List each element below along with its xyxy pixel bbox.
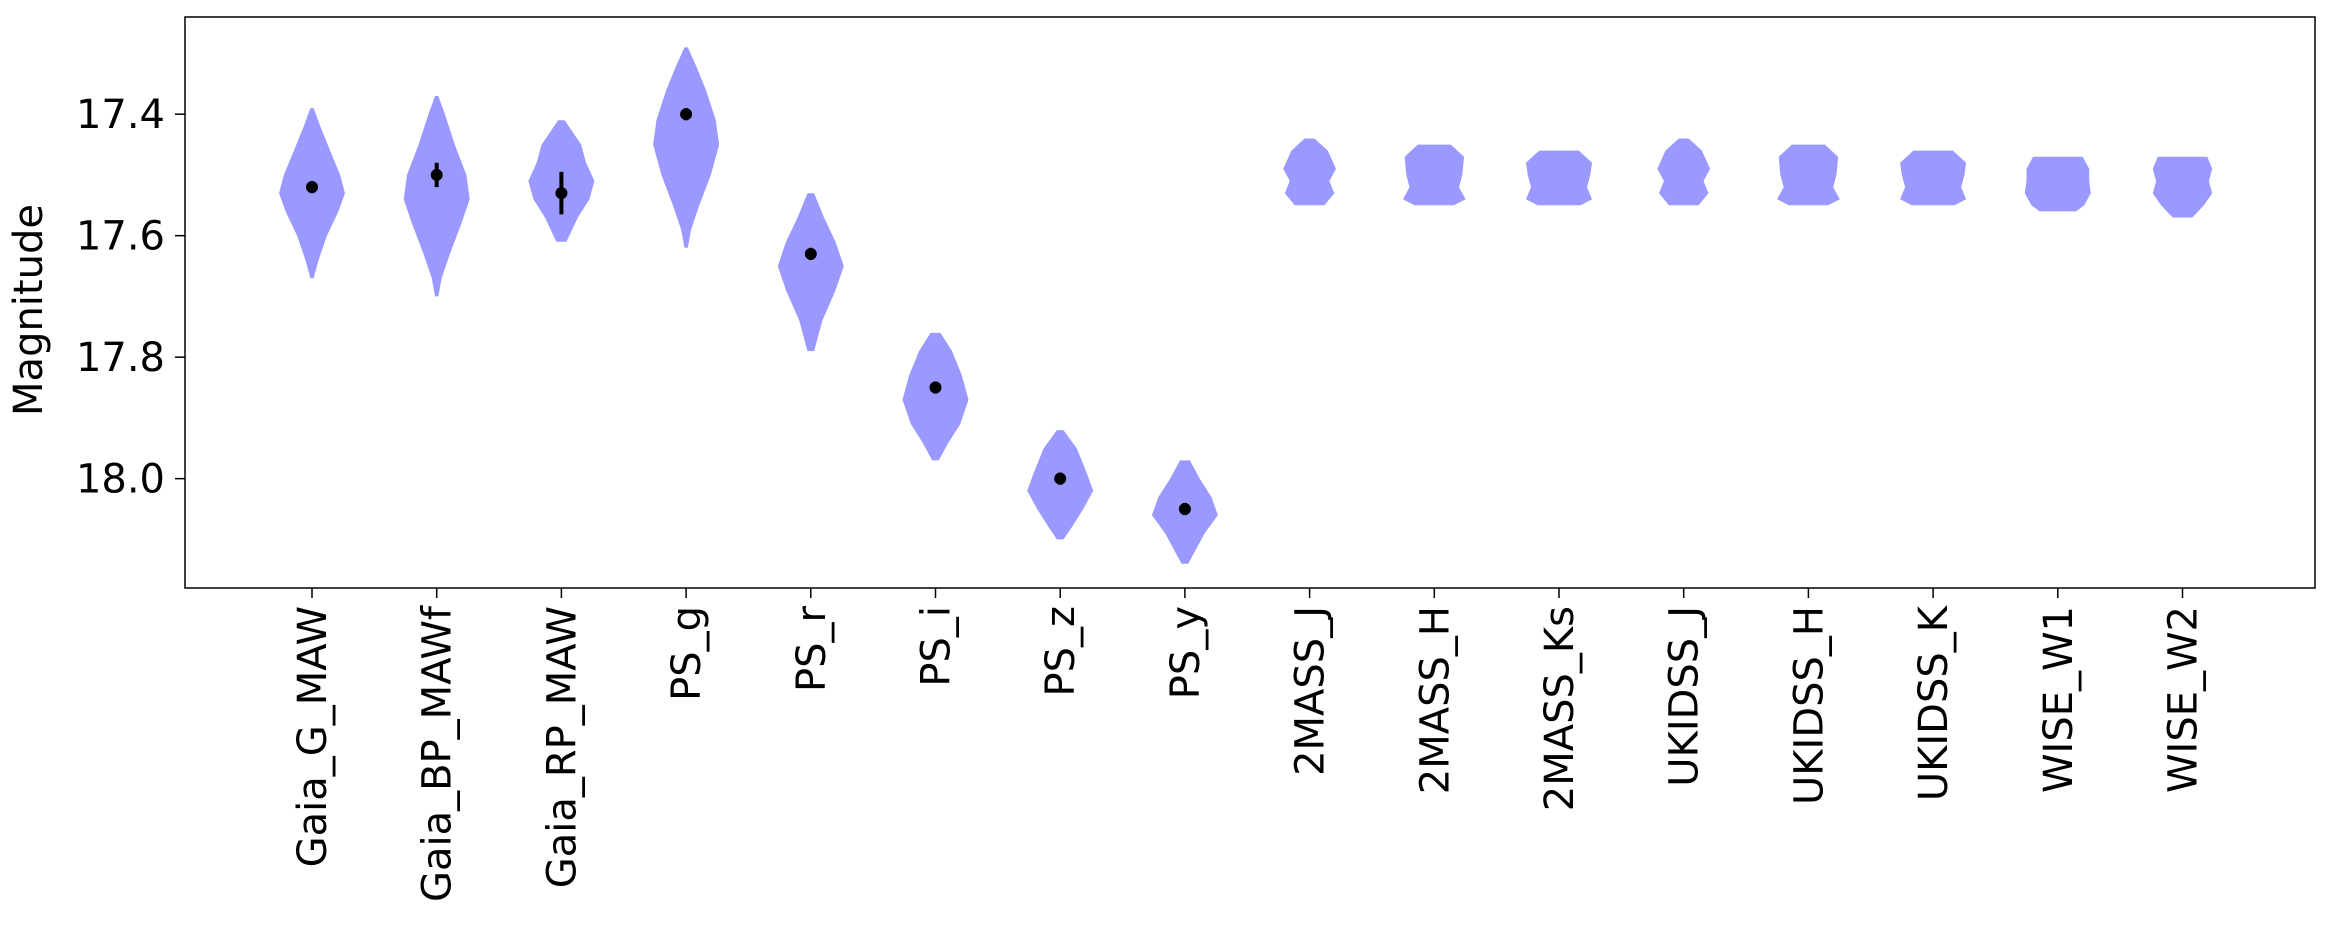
x-tick-label: 2MASS_H — [1412, 606, 1458, 794]
mean-marker-PS_r — [804, 247, 817, 260]
x-tick-label: WISE_W1 — [2036, 606, 2082, 793]
x-tick-label: UKIDSS_K — [1911, 604, 1957, 801]
mean-marker-PS_i — [929, 381, 942, 394]
y-axis-label: Magnitude — [6, 204, 52, 416]
x-axis: Gaia_G_MAW Gaia_BP_MAWf Gaia_RP_MAW PS_g PS_… — [290, 588, 2207, 902]
violin-group — [279, 47, 2213, 564]
x-tick-label: Gaia_RP_MAW — [539, 606, 585, 888]
x-tick-label: PS_r — [789, 605, 835, 692]
mean-marker-PS_g — [680, 108, 693, 121]
x-tick-label: 2MASS_J — [1288, 606, 1334, 776]
violin-PS_i — [902, 332, 969, 461]
x-tick-label: PS_z — [1038, 606, 1084, 697]
x-tick-label: PS_i — [914, 606, 960, 687]
x-tick-label: Gaia_G_MAW — [290, 606, 336, 867]
x-tick-label: PS_y — [1163, 606, 1209, 699]
x-tick-label: UKIDSS_J — [1662, 606, 1708, 787]
violin-2MASS_Ks — [1526, 150, 1592, 206]
violin-2MASS_H — [1403, 144, 1466, 206]
error-bar-group — [306, 108, 1191, 516]
mean-marker-Gaia_BP_MAWf — [430, 168, 443, 181]
mean-marker-Gaia_RP_MAW — [555, 187, 568, 200]
violin-PS_r — [777, 193, 844, 352]
violin-WISE_W1 — [2024, 156, 2091, 212]
y-tick-label: 17.6 — [76, 214, 165, 260]
y-tick-label: 17.8 — [76, 335, 165, 381]
y-tick-label: 18.0 — [76, 457, 165, 503]
violin-PS_g — [653, 47, 720, 248]
y-tick-label: 17.4 — [76, 92, 165, 138]
mean-marker-PS_y — [1178, 503, 1191, 516]
plot-frame — [184, 16, 2316, 589]
x-tick-label: WISE_W2 — [2161, 606, 2207, 793]
violin-UKIDSS_K — [1900, 150, 1967, 206]
x-tick-label: 2MASS_Ks — [1537, 606, 1583, 811]
x-tick-label: Gaia_BP_MAWf — [415, 605, 461, 902]
violin-UKIDSS_H — [1777, 144, 1840, 206]
x-tick-label: UKIDSS_H — [1786, 606, 1832, 805]
violin-2MASS_J — [1283, 138, 1336, 206]
x-tick-label: PS_g — [664, 606, 710, 701]
violin-UKIDSS_J — [1657, 138, 1711, 206]
mean-marker-Gaia_G_MAW — [306, 181, 318, 194]
violin-WISE_W2 — [2152, 156, 2213, 218]
violin-Gaia_BP_MAWf — [403, 96, 470, 297]
y-axis: 17.4 17.6 17.8 18.0 — [76, 92, 185, 503]
mean-marker-PS_z — [1054, 472, 1067, 485]
violin-PS_z — [1027, 430, 1094, 540]
